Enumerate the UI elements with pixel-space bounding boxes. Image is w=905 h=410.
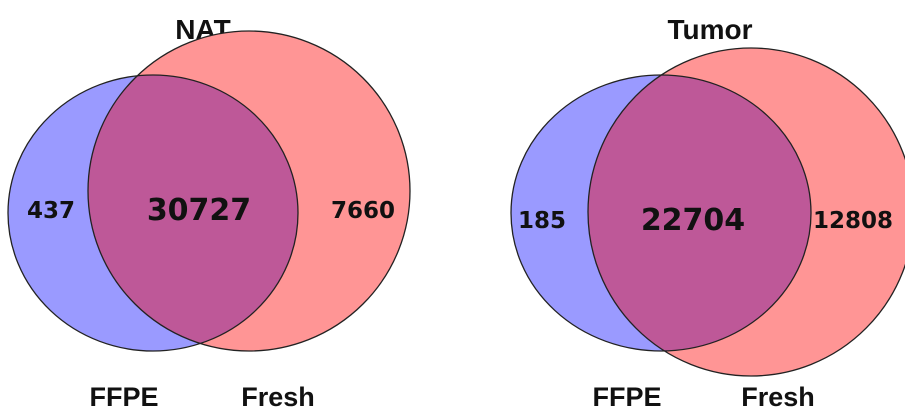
ffpe-circle-outline bbox=[7, 74, 299, 352]
venn-diagram-tumor: Tumor 185 22704 12808 FFPE Fresh bbox=[510, 14, 905, 410]
overlap-count: 22704 bbox=[641, 203, 745, 238]
fresh-label: Fresh bbox=[241, 382, 315, 410]
overlap-count: 30727 bbox=[147, 193, 251, 228]
ffpe-label: FFPE bbox=[89, 382, 158, 410]
overlap-region bbox=[88, 75, 298, 351]
fresh-circle-outline bbox=[587, 47, 905, 377]
ffpe-only-count: 437 bbox=[27, 198, 75, 224]
fresh-circle-outline bbox=[87, 30, 411, 352]
fresh-label: Fresh bbox=[741, 382, 815, 410]
venn-diagram-nat: NAT 437 30727 7660 FFPE Fresh bbox=[7, 14, 411, 410]
ffpe-only-count: 185 bbox=[518, 208, 566, 234]
fresh-only-count: 7660 bbox=[331, 198, 395, 224]
diagram-title: Tumor bbox=[667, 14, 752, 45]
overlap-region bbox=[588, 75, 811, 351]
ffpe-label: FFPE bbox=[592, 382, 661, 410]
fresh-only-count: 12808 bbox=[813, 208, 893, 234]
